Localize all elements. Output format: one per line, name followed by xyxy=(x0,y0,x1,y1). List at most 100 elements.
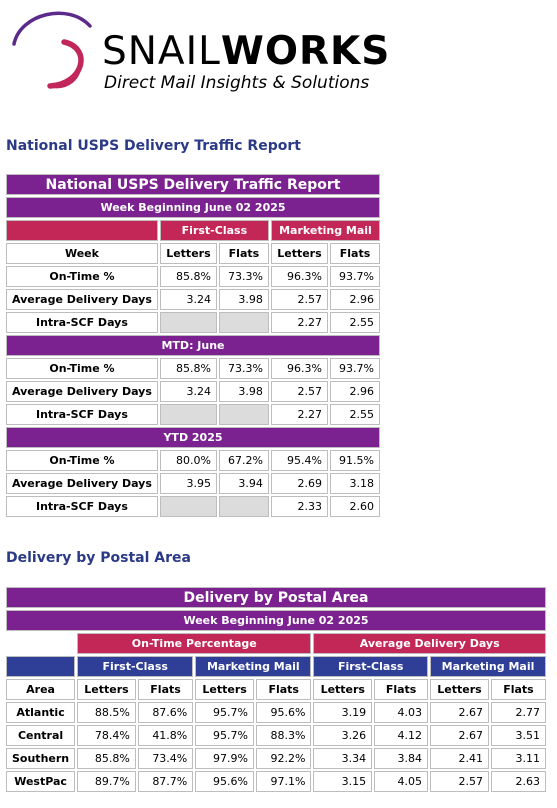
table-row: Central 78.4% 41.8% 95.7% 88.3% 3.26 4.12 2.67 3… xyxy=(6,725,546,746)
row-label: Average Delivery Days xyxy=(6,289,158,310)
mm-letters-cell: 2.33 xyxy=(270,496,328,517)
value-cell: 88.3% xyxy=(256,725,312,746)
column-header-flats: Flats xyxy=(490,679,546,700)
brand-tagline: Direct Mail Insights & Solutions xyxy=(104,73,370,93)
row-label: Intra-SCF Days xyxy=(6,496,158,517)
column-header-flats: Flats xyxy=(374,679,428,700)
value-cell: 41.8% xyxy=(137,725,194,746)
fc-flats-cell: 3.98 xyxy=(218,289,269,310)
value-cell: 2.63 xyxy=(490,771,546,792)
column-header-letters: Letters xyxy=(77,679,136,700)
value-cell: 87.6% xyxy=(137,702,194,723)
value-cell: 97.9% xyxy=(195,748,254,769)
value-cell: 2.57 xyxy=(430,771,489,792)
sub-header-ot-first-class: First-Class xyxy=(77,656,194,677)
column-header-letters: Letters xyxy=(313,679,373,700)
table-row: Southern 85.8% 73.4% 97.9% 92.2% 3.34 3.84 2.41… xyxy=(6,748,546,769)
postal-week-label: Week Beginning June 02 2025 xyxy=(6,610,546,631)
value-cell: 87.7% xyxy=(137,771,194,792)
value-cell: 3.26 xyxy=(313,725,373,746)
national-table-title: National USPS Delivery Traffic Report xyxy=(6,174,380,195)
empty-cell xyxy=(218,404,269,425)
mm-letters-cell: 2.69 xyxy=(270,473,328,494)
value-cell: 2.41 xyxy=(430,748,489,769)
column-header-area: Area xyxy=(6,679,76,700)
fc-flats-cell: 73.3% xyxy=(218,266,269,287)
mm-letters-cell: 2.27 xyxy=(270,312,328,333)
sub-header-ad-marketing: Marketing Mail xyxy=(430,656,546,677)
value-cell: 95.7% xyxy=(195,702,254,723)
value-cell: 4.12 xyxy=(374,725,428,746)
value-cell: 3.51 xyxy=(490,725,546,746)
row-label: Intra-SCF Days xyxy=(6,404,158,425)
value-cell: 3.84 xyxy=(374,748,428,769)
mm-flats-cell: 2.55 xyxy=(329,404,380,425)
value-cell: 95.6% xyxy=(256,702,312,723)
mtd-rows: On-Time % 85.8% 73.3% 96.3% 93.7% Average Del… xyxy=(6,358,380,425)
mm-letters-cell: 2.57 xyxy=(270,289,328,310)
mm-letters-cell: 2.27 xyxy=(270,404,328,425)
brand-name: SNAILWORKS xyxy=(102,32,390,71)
area-label: Atlantic xyxy=(6,702,76,723)
table-row: Intra-SCF Days 2.27 2.55 xyxy=(6,312,380,333)
empty-cell xyxy=(218,496,269,517)
mm-flats-cell: 93.7% xyxy=(329,266,380,287)
national-week-label: Week Beginning June 02 2025 xyxy=(6,197,380,218)
value-cell: 73.4% xyxy=(137,748,194,769)
empty-cell xyxy=(218,312,269,333)
column-header-mm-letters: Letters xyxy=(270,243,328,264)
value-cell: 89.7% xyxy=(77,771,136,792)
group-header-on-time: On-Time Percentage xyxy=(77,633,312,654)
mm-flats-cell: 2.96 xyxy=(329,289,380,310)
mm-flats-cell: 93.7% xyxy=(329,358,380,379)
sub-header-ad-first-class: First-Class xyxy=(313,656,428,677)
value-cell: 3.11 xyxy=(490,748,546,769)
header-spacer xyxy=(6,220,158,241)
row-label: Intra-SCF Days xyxy=(6,312,158,333)
fc-flats-cell: 73.3% xyxy=(218,358,269,379)
column-header-flats: Flats xyxy=(137,679,194,700)
mm-flats-cell: 2.96 xyxy=(329,381,380,402)
row-label: Average Delivery Days xyxy=(6,381,158,402)
group-header-first-class: First-Class xyxy=(159,220,269,241)
value-cell: 4.05 xyxy=(374,771,428,792)
value-cell: 3.34 xyxy=(313,748,373,769)
fc-flats-cell: 3.98 xyxy=(218,381,269,402)
row-label: On-Time % xyxy=(6,450,158,471)
value-cell: 3.15 xyxy=(313,771,373,792)
mm-letters-cell: 96.3% xyxy=(270,358,328,379)
column-header-letters: Letters xyxy=(195,679,254,700)
week-rows: On-Time % 85.8% 73.3% 96.3% 93.7% Average Del… xyxy=(6,266,380,333)
column-header-week: Week xyxy=(6,243,158,264)
fc-flats-cell: 67.2% xyxy=(218,450,269,471)
value-cell: 97.1% xyxy=(256,771,312,792)
value-cell: 92.2% xyxy=(256,748,312,769)
value-cell: 2.77 xyxy=(490,702,546,723)
brand-name-bold: WORKS xyxy=(220,29,391,74)
brand-name-thin: SNAIL xyxy=(102,29,221,74)
fc-letters-cell: 3.24 xyxy=(159,381,217,402)
column-header-flats: Flats xyxy=(256,679,312,700)
fc-flats-cell: 3.94 xyxy=(218,473,269,494)
value-cell: 3.19 xyxy=(313,702,373,723)
area-label: Southern xyxy=(6,748,76,769)
mtd-label: MTD: June xyxy=(6,335,380,356)
row-label: On-Time % xyxy=(6,266,158,287)
fc-letters-cell: 85.8% xyxy=(159,266,217,287)
mm-flats-cell: 2.60 xyxy=(329,496,380,517)
value-cell: 4.03 xyxy=(374,702,428,723)
table-row: Intra-SCF Days 2.27 2.55 xyxy=(6,404,380,425)
ytd-rows: On-Time % 80.0% 67.2% 95.4% 91.5% Average Del… xyxy=(6,450,380,517)
table-row: On-Time % 85.8% 73.3% 96.3% 93.7% xyxy=(6,266,380,287)
header-spacer xyxy=(6,633,76,654)
postal-table-title: Delivery by Postal Area xyxy=(6,587,546,608)
mm-letters-cell: 96.3% xyxy=(270,266,328,287)
national-traffic-table: National USPS Delivery Traffic Report We… xyxy=(4,172,382,519)
value-cell: 95.6% xyxy=(195,771,254,792)
table-row: Average Delivery Days 3.24 3.98 2.57 2.96 xyxy=(6,381,380,402)
table-row: On-Time % 80.0% 67.2% 95.4% 91.5% xyxy=(6,450,380,471)
row-label: On-Time % xyxy=(6,358,158,379)
fc-letters-cell: 85.8% xyxy=(159,358,217,379)
fc-letters-cell: 80.0% xyxy=(159,450,217,471)
ytd-label: YTD 2025 xyxy=(6,427,380,448)
